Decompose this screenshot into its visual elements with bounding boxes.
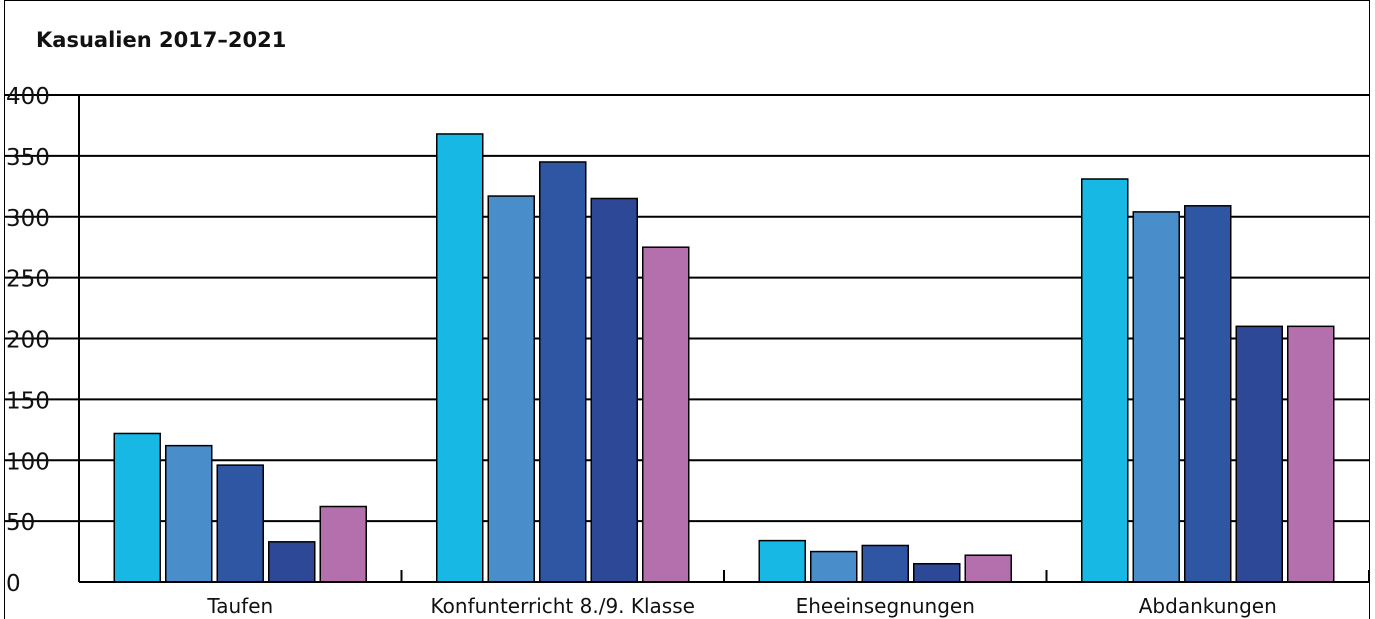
y-tick-label: 200: [6, 328, 50, 354]
bar: [1287, 325, 1335, 583]
y-tick-label: 100: [6, 449, 50, 475]
y-tick-label: 50: [6, 510, 35, 536]
x-tick-label: Konfunterricht 8./9. Klasse: [431, 594, 695, 618]
x-tick-label: Abdankungen: [1139, 594, 1277, 618]
x-tick-label: Eheeinsegnungen: [796, 594, 975, 618]
bar: [1184, 205, 1232, 583]
bar: [216, 464, 264, 583]
bar: [539, 161, 587, 583]
bar: [1235, 325, 1283, 583]
bar: [642, 246, 690, 583]
bar: [861, 544, 909, 583]
bar: [590, 197, 638, 583]
bar: [964, 554, 1012, 583]
bar: [810, 550, 858, 583]
bar: [758, 539, 806, 583]
bar: [268, 541, 316, 583]
bar: [319, 505, 367, 583]
bar: [487, 195, 535, 583]
y-tick-label: 150: [6, 388, 50, 414]
x-tick-label: Taufen: [206, 594, 273, 618]
bar: [113, 432, 161, 583]
chart-title: Kasualien 2017–2021: [36, 28, 287, 52]
y-tick-label: 250: [6, 267, 50, 293]
y-tick-label: 300: [6, 206, 50, 232]
y-tick-label: 350: [6, 145, 50, 171]
bar: [1132, 211, 1180, 583]
bar: [1081, 178, 1129, 583]
bar: [436, 133, 484, 583]
y-tick-label: 400: [6, 84, 50, 110]
y-tick-label: 0: [6, 571, 21, 597]
bar: [913, 562, 961, 583]
bar: [165, 444, 213, 583]
